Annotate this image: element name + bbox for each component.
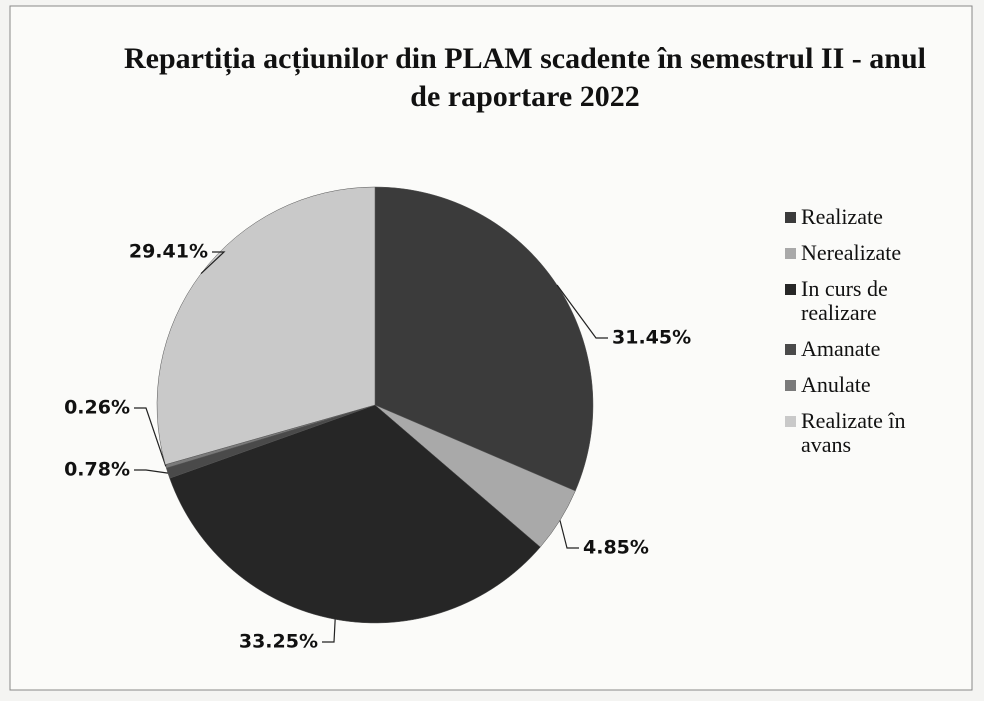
legend-swatch	[785, 212, 796, 223]
leader-line	[559, 520, 579, 549]
data-label: 4.85%	[583, 537, 649, 559]
legend-item: Realizate	[785, 205, 945, 229]
legend-label: Realizate	[801, 204, 883, 229]
leader-line	[200, 251, 226, 275]
legend-label: Nerealizate	[801, 240, 902, 265]
legend-swatch	[785, 284, 796, 295]
pie-slice	[374, 186, 594, 492]
leader-line	[134, 469, 169, 474]
legend-item: In curs de realizare	[785, 277, 945, 325]
legend-item: Amanate	[785, 337, 945, 361]
legend: Realizate Nerealizate In curs de realizare…	[785, 205, 945, 469]
legend-swatch	[785, 380, 796, 391]
leader-line	[134, 407, 167, 467]
data-label: 0.78%	[64, 459, 130, 481]
leader-line	[322, 619, 336, 643]
data-label: 33.25%	[239, 631, 318, 653]
legend-label: In curs de realizare	[801, 276, 888, 325]
legend-label: Realizate în avans	[801, 408, 906, 457]
chart-title: Repartiția acțiunilor din PLAM scadente …	[124, 42, 926, 113]
data-label: 0.26%	[64, 397, 130, 419]
legend-swatch	[785, 416, 796, 427]
legend-item: Anulate	[785, 373, 945, 397]
legend-item: Nerealizate	[785, 241, 945, 265]
legend-swatch	[785, 344, 796, 355]
data-label: 31.45%	[612, 327, 691, 349]
data-label: 29.41%	[129, 241, 208, 263]
legend-swatch	[785, 248, 796, 259]
legend-label: Anulate	[801, 372, 871, 397]
leader-line	[556, 284, 608, 339]
legend-item: Realizate în avans	[785, 409, 945, 457]
legend-label: Amanate	[801, 336, 881, 361]
